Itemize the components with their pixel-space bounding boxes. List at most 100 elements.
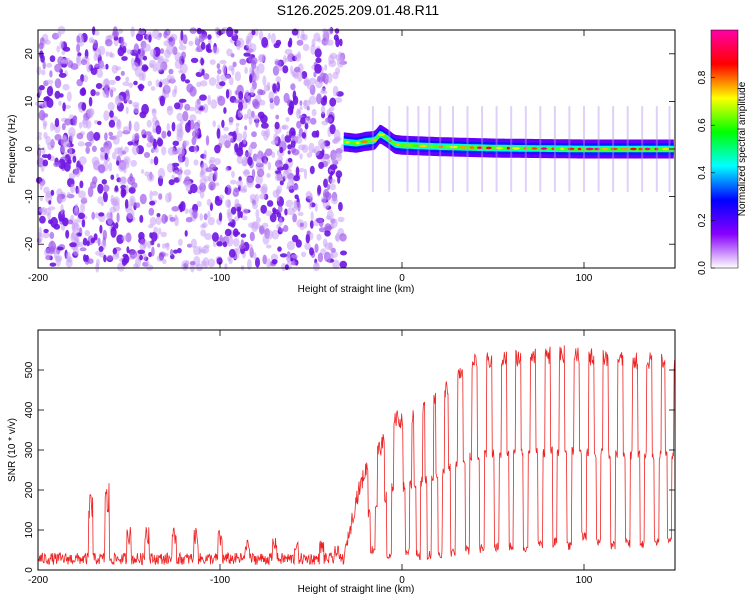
spectrogram-noise-cell bbox=[316, 93, 322, 105]
spectrogram-noise-cell bbox=[230, 206, 237, 215]
spectrogram-noise-cell bbox=[223, 126, 229, 132]
spectrogram-noise-cell bbox=[243, 241, 250, 252]
spectrogram-noise-cell bbox=[314, 203, 318, 212]
spectrogram-noise-cell bbox=[216, 128, 221, 139]
spectrogram-noise-cell bbox=[297, 168, 305, 173]
spectrogram-noise-cell bbox=[267, 230, 273, 240]
spectrogram-noise-cell bbox=[146, 240, 152, 249]
spectrogram-noise-cell bbox=[228, 65, 234, 72]
spectrogram-noise-cell bbox=[310, 44, 316, 55]
spectrogram-peak bbox=[610, 147, 618, 151]
spectrogram-noise-cell bbox=[297, 109, 302, 115]
colorbar-tick-label: 0.8 bbox=[697, 70, 708, 84]
spectrogram-noise-cell bbox=[121, 257, 127, 266]
spectrogram-noise-cell bbox=[292, 95, 299, 106]
spectrogram-noise-cell bbox=[294, 66, 301, 73]
spectrogram-noise-cell bbox=[249, 67, 253, 75]
spectrogram-noise-cell bbox=[253, 252, 257, 260]
spectrogram-noise-cell bbox=[298, 144, 306, 151]
spectrogram-noise-cell bbox=[114, 147, 122, 154]
spectrogram-noise-cell bbox=[178, 69, 183, 74]
spectrogram-noise-cell bbox=[160, 48, 165, 54]
spectrogram-noise-cell bbox=[142, 134, 147, 139]
spectrogram-noise-cell bbox=[48, 200, 52, 205]
spectrogram-noise-cell bbox=[263, 84, 271, 92]
spectrogram-noise-cell bbox=[88, 108, 95, 116]
spectrogram-noise-cell bbox=[274, 160, 283, 169]
snr-panel: -200 -100 0 100 0 100 200 300 400 500 Height of s… bbox=[7, 329, 676, 595]
spectrogram-noise-cell bbox=[279, 253, 288, 258]
spectrogram-noise-cell bbox=[65, 57, 71, 66]
spectrogram-noise-cell bbox=[161, 146, 167, 156]
snr-y-tick-label: 200 bbox=[24, 481, 35, 498]
spectrogram-noise-cell bbox=[340, 250, 347, 256]
spectrogram-noise-cell bbox=[274, 174, 283, 182]
spectrogram-noise-cell bbox=[105, 63, 109, 70]
spectrogram-streak bbox=[553, 106, 556, 192]
spectrogram-noise-cell bbox=[308, 142, 315, 154]
spectrogram-peak bbox=[469, 146, 475, 149]
spectrogram-noise-cell bbox=[130, 159, 137, 167]
spectrogram-y-tick-label: 10 bbox=[24, 95, 35, 107]
spectrogram-noise-cell bbox=[207, 210, 211, 218]
spectrogram-noise-cell bbox=[110, 226, 117, 238]
spectrogram-noise-cell bbox=[82, 237, 88, 246]
spectrogram-peak bbox=[512, 147, 520, 150]
spectrogram-noise-cell bbox=[222, 64, 227, 75]
spectrogram-noise-cell bbox=[329, 124, 336, 135]
spectrogram-noise-cell bbox=[164, 85, 171, 92]
spectrogram-noise-cell bbox=[260, 114, 268, 124]
spectrogram-noise-cell bbox=[53, 161, 61, 168]
spectrogram-noise-cell bbox=[279, 180, 284, 186]
spectrogram-noise-cell bbox=[218, 212, 223, 222]
spectrogram-noise-cell bbox=[311, 38, 316, 48]
spectrogram-noise-cell bbox=[195, 263, 204, 272]
spectrogram-noise-cell bbox=[262, 222, 269, 228]
spectrogram-y-tick-label: 0 bbox=[24, 146, 35, 152]
spectrogram-noise-cell bbox=[62, 217, 69, 227]
spectrogram-noise-cell bbox=[285, 117, 290, 122]
spectrogram-noise-cell bbox=[308, 77, 317, 85]
spectrogram-noise-cell bbox=[226, 48, 233, 57]
figure-title: S126.2025.209.01.48.R11 bbox=[277, 2, 440, 18]
spectrogram-noise-cell bbox=[207, 258, 216, 268]
spectrogram-noise-cell bbox=[331, 153, 337, 163]
snr-x-tick-label: -100 bbox=[210, 575, 230, 586]
spectrogram-noise-cell bbox=[142, 253, 147, 261]
spectrogram-noise-cell bbox=[157, 57, 163, 64]
spectrogram-noise-cell bbox=[56, 45, 60, 53]
spectrogram-noise-cell bbox=[161, 130, 167, 139]
spectrogram-noise-cell bbox=[192, 209, 198, 219]
spectrogram-noise-cell bbox=[177, 247, 182, 254]
spectrogram-noise-cell bbox=[97, 120, 102, 126]
snr-plot-area bbox=[38, 330, 675, 570]
spectrogram-noise-cell bbox=[302, 43, 310, 52]
spectrogram-noise-cell bbox=[153, 156, 159, 166]
spectrogram-noise-cell bbox=[227, 211, 233, 222]
spectrogram-noise-cell bbox=[87, 186, 94, 198]
spectrogram-noise-cell bbox=[168, 68, 174, 75]
spectrogram-noise-cell bbox=[146, 119, 152, 128]
spectrogram-noise-cell bbox=[278, 227, 285, 233]
spectrogram-noise-cell bbox=[182, 110, 189, 122]
spectrogram-noise-cell bbox=[77, 212, 86, 220]
snr-y-tick-label: 300 bbox=[24, 441, 35, 458]
spectrogram-noise-cell bbox=[238, 91, 244, 101]
spectrogram-noise-cell bbox=[310, 117, 317, 125]
spectrogram-noise-cell bbox=[54, 117, 60, 128]
spectrogram-noise-cell bbox=[158, 227, 162, 235]
spectrogram-noise-cell bbox=[335, 170, 343, 179]
spectrogram-noise-cell bbox=[72, 245, 79, 256]
spectrogram-noise-cell bbox=[50, 122, 54, 132]
spectrogram-noise-cell bbox=[303, 99, 311, 107]
spectrogram-noise-cell bbox=[96, 69, 104, 78]
spectrogram-noise-cell bbox=[128, 120, 132, 132]
spectrogram-noise-cell bbox=[243, 169, 250, 177]
spectrogram-noise-cell bbox=[335, 67, 341, 75]
spectrogram-noise-cell bbox=[313, 71, 317, 78]
spectrogram-noise-cell bbox=[108, 162, 113, 172]
spectrogram-noise-cell bbox=[122, 253, 129, 258]
spectrogram-noise-cell bbox=[40, 207, 47, 215]
spectrogram-noise-cell bbox=[156, 34, 161, 41]
spectrogram-noise-cell bbox=[322, 238, 328, 248]
